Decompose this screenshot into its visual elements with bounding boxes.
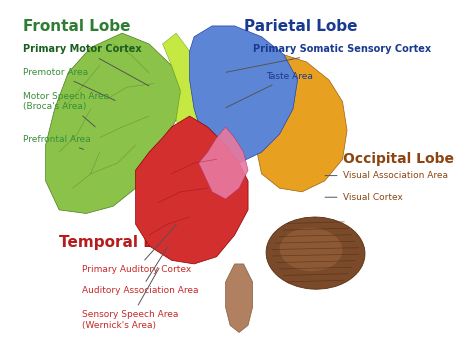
- Text: Visual Cortex: Visual Cortex: [325, 193, 402, 202]
- Ellipse shape: [266, 217, 365, 289]
- PathPatch shape: [46, 33, 181, 214]
- PathPatch shape: [163, 33, 208, 163]
- Text: Premotor Area: Premotor Area: [23, 68, 115, 101]
- Text: Primary Auditory Cortex: Primary Auditory Cortex: [82, 224, 191, 274]
- Text: Occipital Lobe: Occipital Lobe: [343, 152, 454, 166]
- Ellipse shape: [280, 228, 343, 271]
- Text: Visual Association Area: Visual Association Area: [325, 171, 447, 180]
- Text: Frontal Lobe: Frontal Lobe: [23, 19, 131, 34]
- Text: Auditory Association Area: Auditory Association Area: [82, 247, 198, 295]
- PathPatch shape: [190, 26, 298, 163]
- Text: Taste Area: Taste Area: [226, 72, 313, 108]
- Text: Sensory Speech Area
(Wernick's Area): Sensory Speech Area (Wernick's Area): [82, 268, 178, 329]
- Text: Parietal Lobe: Parietal Lobe: [244, 19, 357, 34]
- Text: Temporal Lobe: Temporal Lobe: [59, 235, 185, 250]
- PathPatch shape: [136, 116, 248, 264]
- Text: Motor Speech Area
(Broca's Area): Motor Speech Area (Broca's Area): [23, 92, 109, 127]
- PathPatch shape: [257, 55, 347, 192]
- PathPatch shape: [226, 264, 253, 332]
- Text: Prefrontal Area: Prefrontal Area: [23, 135, 91, 150]
- PathPatch shape: [199, 127, 248, 199]
- Text: Primary Motor Cortex: Primary Motor Cortex: [23, 45, 149, 86]
- Text: Primary Somatic Sensory Cortex: Primary Somatic Sensory Cortex: [226, 45, 431, 72]
